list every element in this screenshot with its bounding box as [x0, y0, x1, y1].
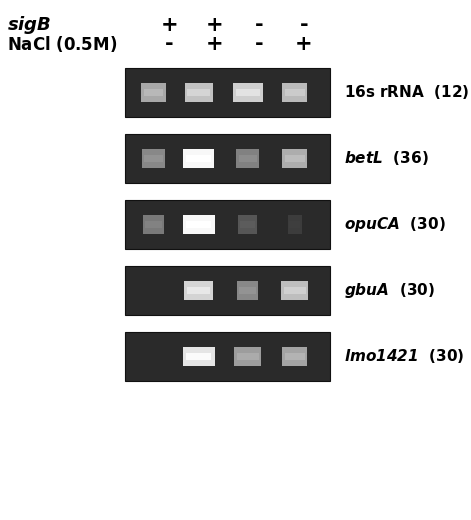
- Text: $\bfit{betL}$  (36): $\bfit{betL}$ (36): [344, 149, 429, 167]
- Bar: [284, 287, 306, 294]
- Bar: [184, 281, 213, 300]
- Bar: [236, 89, 260, 96]
- Bar: [285, 353, 305, 360]
- Text: +: +: [205, 34, 223, 54]
- Bar: [281, 281, 309, 300]
- Text: -: -: [165, 34, 174, 54]
- Bar: [145, 155, 162, 162]
- Text: -: -: [255, 34, 263, 54]
- Bar: [186, 155, 211, 162]
- Bar: [233, 83, 262, 102]
- Bar: [186, 353, 211, 360]
- Bar: [125, 68, 330, 117]
- Bar: [143, 215, 164, 234]
- Bar: [145, 221, 162, 228]
- Text: +: +: [295, 34, 313, 54]
- Text: $\bfit{gbuA}$  (30): $\bfit{gbuA}$ (30): [344, 281, 435, 300]
- Bar: [239, 155, 257, 162]
- Bar: [187, 287, 210, 294]
- Text: +: +: [205, 15, 223, 35]
- Bar: [183, 215, 215, 234]
- Bar: [282, 149, 308, 168]
- Bar: [239, 287, 256, 294]
- Text: -: -: [255, 15, 263, 35]
- Bar: [141, 83, 166, 102]
- Text: -: -: [300, 15, 308, 35]
- Bar: [183, 149, 214, 168]
- Bar: [282, 347, 308, 366]
- Bar: [237, 353, 259, 360]
- Bar: [289, 221, 300, 228]
- Text: $\mathbf{NaCl\ (0.5M)}$: $\mathbf{NaCl\ (0.5M)}$: [7, 34, 117, 54]
- Bar: [125, 134, 330, 183]
- Bar: [238, 215, 257, 234]
- Bar: [236, 149, 259, 168]
- Bar: [285, 155, 305, 162]
- Bar: [125, 266, 330, 315]
- Text: $\bfit{lmo1421}$  (30): $\bfit{lmo1421}$ (30): [344, 347, 464, 366]
- Bar: [142, 149, 165, 168]
- Bar: [285, 89, 305, 96]
- Bar: [240, 221, 255, 228]
- Bar: [185, 83, 212, 102]
- Bar: [187, 89, 210, 96]
- Text: $\mathbf{16s\ rRNA}$  (12): $\mathbf{16s\ rRNA}$ (12): [344, 83, 469, 101]
- Bar: [125, 332, 330, 381]
- Bar: [125, 200, 330, 249]
- Bar: [282, 83, 308, 102]
- Text: +: +: [161, 15, 179, 35]
- Bar: [183, 347, 215, 366]
- Bar: [234, 347, 261, 366]
- Bar: [288, 215, 302, 234]
- Text: $\bfit{sigB}$: $\bfit{sigB}$: [7, 14, 51, 36]
- Bar: [144, 89, 163, 96]
- Bar: [237, 281, 258, 300]
- Text: $\bfit{opuCA}$  (30): $\bfit{opuCA}$ (30): [344, 215, 446, 234]
- Bar: [186, 221, 211, 228]
